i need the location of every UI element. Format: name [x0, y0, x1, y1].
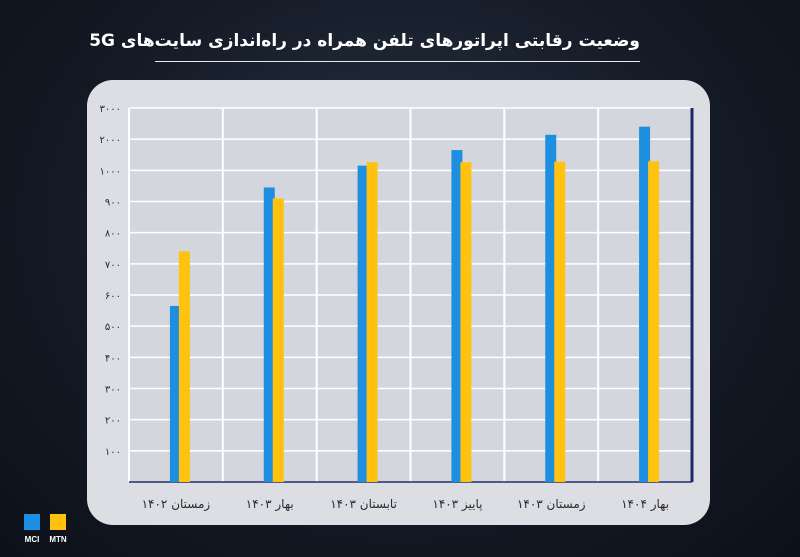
mci-bar: [169, 305, 181, 482]
x-tick-label: زمستان ۱۴۰۳: [517, 497, 586, 512]
mci-legend-swatch: [24, 514, 40, 530]
y-tick-label: ۷۰۰: [105, 260, 121, 271]
chart-panel: ۱۰۰ ۲۰۰ ۳۰۰ ۴۰۰ ۵۰۰ ۶۰۰ ۷۰۰ ۸۰۰ ۹۰۰ ۱۰۰۰ ۲۰۰۰ ۳۰۰۰ ز…: [87, 80, 710, 525]
y-tick-label: ۸۰۰: [105, 229, 121, 240]
mtn-bar: [460, 162, 472, 482]
mtn-bar: [178, 251, 190, 482]
chart-title: وضعیت رقابتی اپراتورهای تلفن همراه در را…: [89, 31, 640, 51]
mtn-bar: [366, 162, 378, 482]
mtn-legend-label: MTN: [49, 535, 67, 544]
mtn-bar: [554, 161, 566, 482]
y-tick-label: ۱۰۰۰: [100, 166, 121, 177]
mci-legend-label: MCI: [24, 535, 40, 544]
y-tick-label: ۳۰۰۰: [100, 104, 121, 115]
mci-bar: [263, 187, 275, 482]
x-tick-label: بهار ۱۴۰۴: [621, 497, 669, 512]
mci-bar: [545, 134, 557, 482]
y-tick-label: ۶۰۰: [105, 291, 121, 302]
y-tick-label: ۹۰۰: [105, 198, 121, 209]
title-underline: [155, 61, 640, 62]
x-tick-label: بهار ۱۴۰۳: [246, 497, 294, 512]
y-tick-label: ۳۰۰: [105, 385, 121, 396]
x-tick-label: تابستان ۱۴۰۳: [330, 497, 397, 511]
mci-bar: [357, 165, 369, 482]
y-tick-label: ۲۰۰: [105, 416, 121, 427]
y-tick-label: ۱۰۰: [105, 447, 121, 458]
y-tick-label: ۲۰۰۰: [100, 135, 121, 146]
mci-bar: [451, 150, 463, 482]
bar-chart: ۱۰۰ ۲۰۰ ۳۰۰ ۴۰۰ ۵۰۰ ۶۰۰ ۷۰۰ ۸۰۰ ۹۰۰ ۱۰۰۰ ۲۰۰۰ ۳۰۰۰ ز…: [100, 104, 694, 512]
y-tick-label: ۴۰۰: [105, 353, 121, 364]
mci-bar: [639, 126, 651, 482]
mtn-bar: [648, 161, 660, 483]
x-tick-label: پاییز ۱۴۰۳: [432, 497, 482, 512]
mtn-legend-swatch: [50, 514, 66, 530]
x-tick-label: زمستان ۱۴۰۲: [142, 497, 211, 512]
y-tick-label: ۵۰۰: [105, 322, 121, 333]
mtn-bar: [272, 198, 284, 482]
